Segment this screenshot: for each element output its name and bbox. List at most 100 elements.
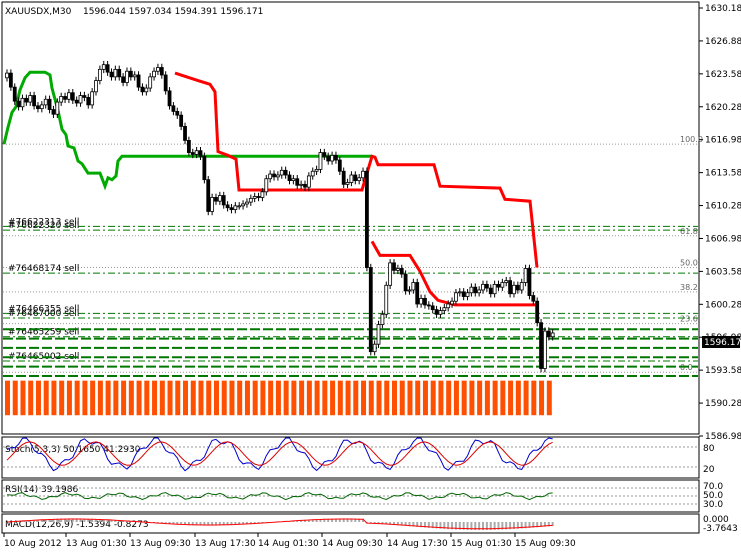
volume-bar xyxy=(229,380,235,416)
time-tick-label: 13 Aug 17:30 xyxy=(195,539,256,549)
symbol-timeframe: XAUUSDX,M30 xyxy=(5,7,72,17)
candle-body xyxy=(264,178,269,193)
candle-body xyxy=(78,95,83,104)
candle-body xyxy=(12,86,17,102)
candle-body xyxy=(198,150,203,157)
candle-body xyxy=(341,170,346,185)
rsi-level-30: 30.0 xyxy=(703,500,723,510)
candle-body xyxy=(426,304,431,307)
candle-body xyxy=(221,195,226,206)
candle-body xyxy=(152,70,156,78)
volume-bar xyxy=(28,380,34,416)
price-tick-label: 1630.18 xyxy=(705,4,741,14)
candle-body xyxy=(446,303,451,309)
candle-body xyxy=(481,283,485,291)
time-tick-label: 15 Aug 09:30 xyxy=(515,539,576,549)
volume-bar xyxy=(345,380,351,416)
volume-bar xyxy=(330,380,336,416)
volume-bar xyxy=(59,380,65,416)
fib-label: 23.6 xyxy=(680,315,698,324)
candle-body xyxy=(488,287,493,295)
time-axis: 10 Aug 2012 13 Aug 01:30 13 Aug 09:30 13 Au… xyxy=(3,533,576,549)
volume-bar xyxy=(82,380,88,416)
macd-level-min: -3.7643 xyxy=(703,524,738,534)
candle-body xyxy=(419,297,423,305)
candle-body xyxy=(291,178,296,182)
volume-bar xyxy=(198,380,204,416)
volume-bar xyxy=(283,380,289,416)
candle-body xyxy=(434,309,439,315)
candle-body xyxy=(392,262,396,271)
volume-bar xyxy=(531,380,537,416)
volume-bar xyxy=(446,380,452,416)
price-tick-label: 1620.28 xyxy=(705,103,741,113)
candle-body xyxy=(337,159,342,172)
volume-bar xyxy=(167,380,173,416)
candle-body xyxy=(109,71,114,78)
order-lines: #76622313 sell#76622320 sell #76468174 se… xyxy=(3,217,698,377)
volume-bar xyxy=(175,380,181,416)
current-price-label: 1596.17 xyxy=(704,338,741,348)
order-label: #76468174 sell xyxy=(8,264,79,274)
volume-bar xyxy=(51,380,57,416)
candle-body xyxy=(504,280,509,283)
volume-bar xyxy=(43,380,49,416)
candle-body xyxy=(245,201,249,205)
candle-body xyxy=(121,76,125,83)
candle-body xyxy=(357,177,362,182)
candle-body xyxy=(101,64,106,70)
candle-body xyxy=(16,100,21,108)
macd-pane-border xyxy=(1,513,700,534)
candle-body xyxy=(303,183,307,188)
candle-body xyxy=(330,154,334,162)
rsi-level-50: 50.0 xyxy=(703,491,723,501)
candle-body xyxy=(353,174,358,182)
volume-bar xyxy=(183,380,189,416)
price-tick-label: 1610.28 xyxy=(705,202,741,212)
candle-body xyxy=(438,310,443,315)
candle-body xyxy=(202,155,207,181)
candle-body xyxy=(159,67,164,76)
volume-bar xyxy=(275,380,281,416)
candle-body xyxy=(39,104,44,110)
candle-body xyxy=(546,330,551,338)
candle-body xyxy=(55,101,60,115)
candle-body xyxy=(454,292,458,302)
candle-body xyxy=(97,68,102,81)
candle-body xyxy=(51,109,56,115)
volume-bar xyxy=(221,380,227,416)
candle-body xyxy=(295,178,300,186)
stoch-level-80: 80 xyxy=(703,444,715,454)
candle-body xyxy=(531,295,536,302)
candle-body xyxy=(310,170,315,177)
candle-body xyxy=(442,307,447,311)
price-tick-label: 1590.28 xyxy=(705,399,741,409)
stoch-signal-line xyxy=(6,441,553,466)
volume-bar xyxy=(399,380,405,416)
volume-bar xyxy=(90,380,96,416)
candle-body xyxy=(550,332,555,338)
volume-bar xyxy=(306,380,312,416)
volume-bar xyxy=(12,380,18,416)
time-tick-label: 15 Aug 01:30 xyxy=(451,539,512,549)
volume-bar xyxy=(159,380,165,416)
candle-body xyxy=(70,92,75,101)
candle-body xyxy=(252,196,257,199)
stoch-level-20: 20 xyxy=(703,465,715,475)
fibonacci-levels: 100.0 61.8 50.0 38.2 23.6 0.0 xyxy=(3,135,703,373)
candle-body xyxy=(523,268,528,283)
volume-bar xyxy=(453,380,459,416)
main-pane-border xyxy=(1,1,700,435)
time-tick-label: 13 Aug 09:30 xyxy=(130,539,191,549)
candle-body xyxy=(167,90,172,107)
candle-body xyxy=(63,96,67,100)
volume-bar xyxy=(314,380,320,416)
stoch-pane-border xyxy=(1,436,700,479)
candle-body xyxy=(47,98,52,110)
volume-histogram xyxy=(5,380,552,416)
volume-bar xyxy=(384,380,390,416)
volume-bar xyxy=(144,380,150,416)
candle-body xyxy=(272,173,276,178)
candle-body xyxy=(395,268,400,271)
candle-body xyxy=(148,76,153,89)
